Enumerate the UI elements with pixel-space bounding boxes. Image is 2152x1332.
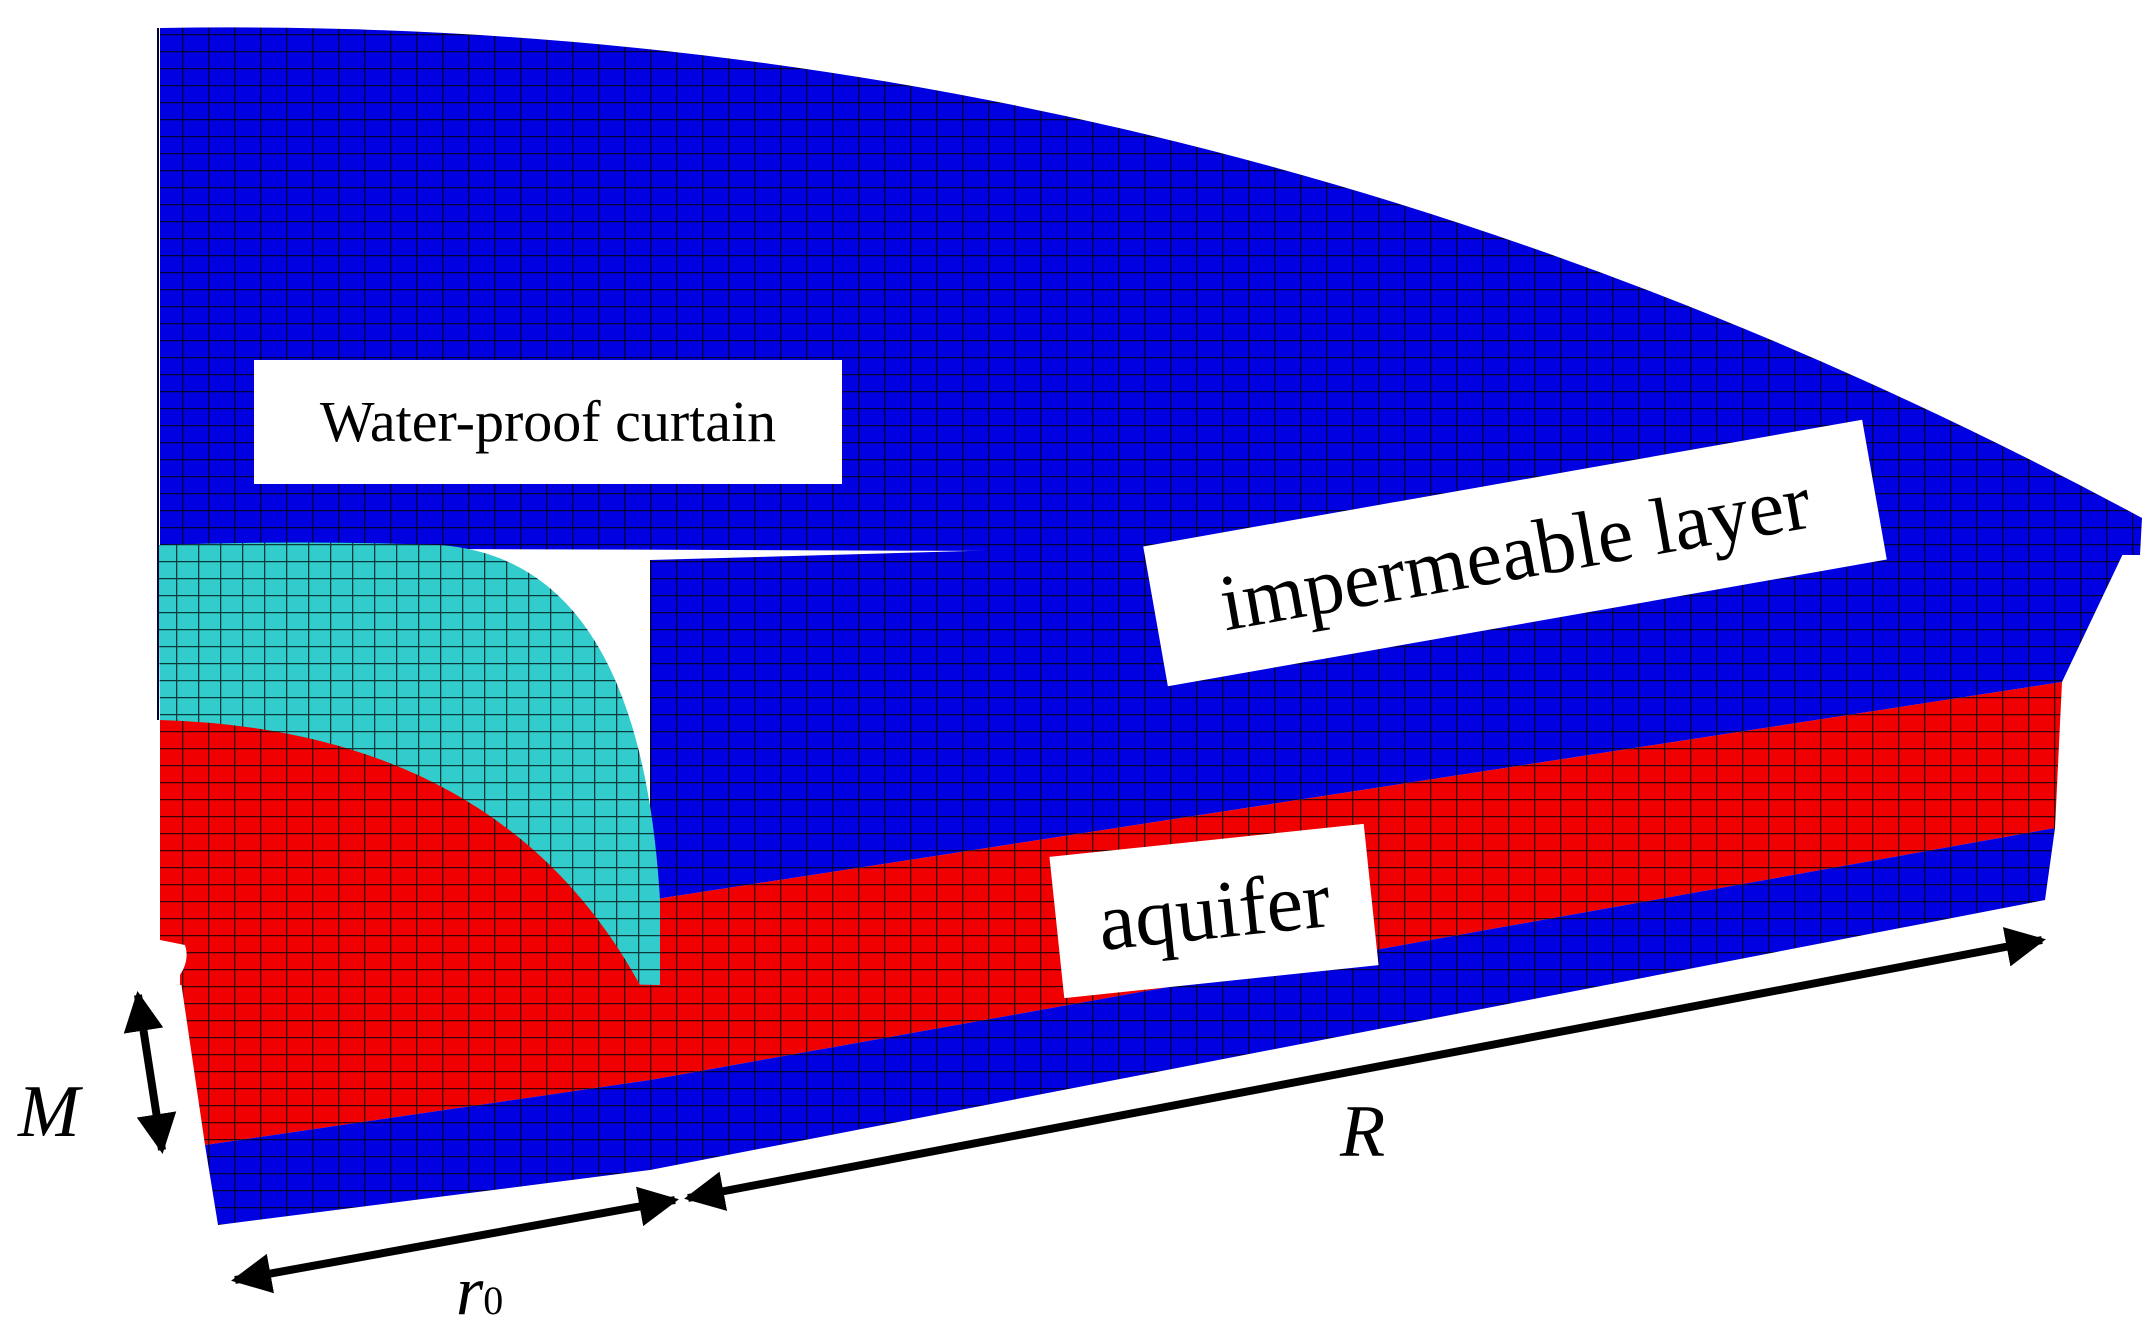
dimension-M-arrow	[123, 991, 177, 1154]
dimension-R-arrow	[684, 927, 2046, 1211]
dimension-r0-base: r	[456, 1253, 484, 1330]
aquifer-cut-top	[160, 720, 640, 985]
impermeable-outer-side	[650, 518, 2140, 900]
dimension-R-label: R	[1340, 1091, 1386, 1173]
dimension-r0-subscript: 0	[483, 1278, 504, 1323]
label-water-proof-curtain: Water-proof curtain	[254, 360, 842, 484]
dimension-r0-arrow	[231, 1186, 679, 1294]
curtain-face	[158, 542, 660, 985]
dimension-r0-label: r0	[456, 1252, 503, 1332]
aquifer-front-face	[180, 975, 660, 1145]
dimension-M-label: M	[18, 1071, 80, 1153]
